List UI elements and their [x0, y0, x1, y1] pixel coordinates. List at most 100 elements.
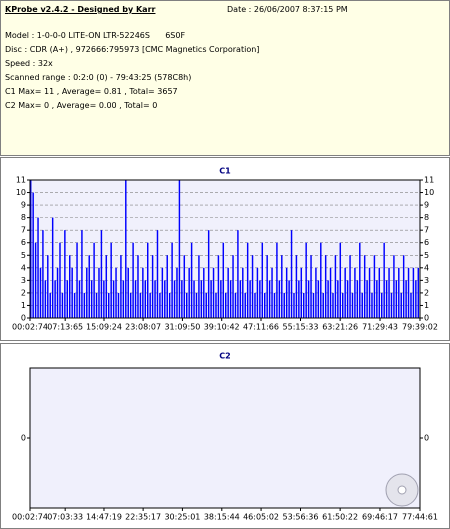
bar: [295, 255, 298, 318]
x-tick-label: 39:10:42: [204, 323, 240, 332]
bar: [293, 292, 295, 318]
x-tick-label: 31:09:50: [164, 323, 200, 332]
x-tick-label: 14:47:19: [86, 513, 122, 522]
bar: [405, 280, 407, 318]
bar: [222, 242, 225, 318]
bar: [125, 180, 127, 318]
y-tick-label: 4: [21, 263, 26, 272]
bar: [281, 255, 283, 318]
bar: [417, 267, 420, 318]
x-tick-label: 07:13:65: [47, 323, 83, 332]
bar: [151, 255, 154, 318]
bar: [346, 280, 349, 318]
bar: [332, 292, 334, 318]
x-tick-label: 61:50:22: [322, 513, 358, 522]
bar: [203, 267, 205, 318]
x-tick-label: 53:56:36: [283, 513, 319, 522]
bar: [271, 267, 273, 318]
x-tick-label: 69:46:17: [362, 513, 398, 522]
bar: [317, 280, 320, 318]
bar: [376, 280, 378, 318]
bar: [307, 280, 310, 318]
x-tick-label: 30:25:01: [164, 513, 200, 522]
bar: [105, 255, 108, 318]
bar: [303, 292, 305, 318]
bar: [322, 292, 324, 318]
bar: [164, 280, 166, 318]
bar: [410, 292, 412, 318]
bar: [49, 292, 51, 318]
bar: [324, 255, 327, 318]
bar: [137, 255, 139, 318]
y-tick-label: 7: [21, 226, 26, 235]
bar: [147, 242, 149, 318]
bar: [129, 292, 132, 318]
bar: [134, 280, 137, 318]
bar: [64, 230, 66, 318]
y-tick-label: 5: [21, 251, 26, 260]
bar: [39, 267, 42, 318]
bar: [207, 230, 210, 318]
y-tick-label-right: 0: [424, 434, 429, 443]
bar: [351, 292, 354, 318]
bar: [285, 267, 288, 318]
bar: [310, 255, 312, 318]
bar: [385, 280, 388, 318]
chart-title: C2: [219, 352, 230, 361]
y-tick-label: 3: [21, 276, 26, 285]
bar: [268, 280, 271, 318]
bar: [32, 192, 34, 318]
bar: [400, 292, 402, 318]
bar: [81, 230, 83, 318]
bar: [288, 280, 290, 318]
bar: [132, 242, 134, 318]
info-line: C2 Max= 0 , Average= 0.00 , Total= 0: [5, 101, 158, 110]
bar: [344, 267, 346, 318]
y-tick-label-right: 5: [424, 251, 429, 260]
bar: [73, 292, 76, 318]
bar: [278, 280, 281, 318]
bar: [327, 280, 329, 318]
bar: [232, 255, 234, 318]
bar: [234, 292, 237, 318]
bar: [266, 255, 268, 318]
bar: [244, 292, 246, 318]
y-tick-label: 6: [21, 238, 26, 247]
bar: [229, 280, 232, 318]
bar: [251, 255, 254, 318]
bar: [276, 242, 278, 318]
bar: [261, 242, 264, 318]
chart-title: C1: [219, 167, 231, 176]
bar: [100, 230, 103, 318]
plot-border: [29, 179, 421, 319]
bar: [149, 292, 151, 318]
x-tick-label: 55:15:33: [283, 323, 319, 332]
y-tick-label-right: 8: [424, 213, 429, 222]
bar: [298, 280, 300, 318]
y-tick-label: 2: [21, 288, 26, 297]
bar: [176, 267, 178, 318]
bar: [168, 292, 171, 318]
bar: [142, 267, 144, 318]
bar: [166, 255, 168, 318]
info-line: Disc : CDR (A+) , 972666:795973 [CMC Mag…: [5, 45, 260, 54]
x-tick-label: 00:02:74: [12, 513, 48, 522]
y-tick-label-right: 10: [424, 188, 434, 197]
x-tick-label: 00:02:74: [12, 323, 48, 332]
bar: [200, 280, 203, 318]
y-tick-label-right: 11: [424, 176, 434, 185]
x-tick-label: 63:21:26: [322, 323, 358, 332]
y-tick-label: 10: [16, 188, 26, 197]
y-tick-label: 8: [21, 213, 26, 222]
bar: [239, 280, 242, 318]
bar: [315, 267, 317, 318]
bar: [215, 292, 217, 318]
bar: [283, 292, 285, 318]
bar: [354, 267, 356, 318]
x-tick-label: 38:15:44: [204, 513, 240, 522]
y-tick-label-right: 2: [424, 288, 429, 297]
x-tick-label: 22:35:17: [125, 513, 161, 522]
bar: [112, 280, 115, 318]
x-tick-label: 23:08:07: [125, 323, 161, 332]
